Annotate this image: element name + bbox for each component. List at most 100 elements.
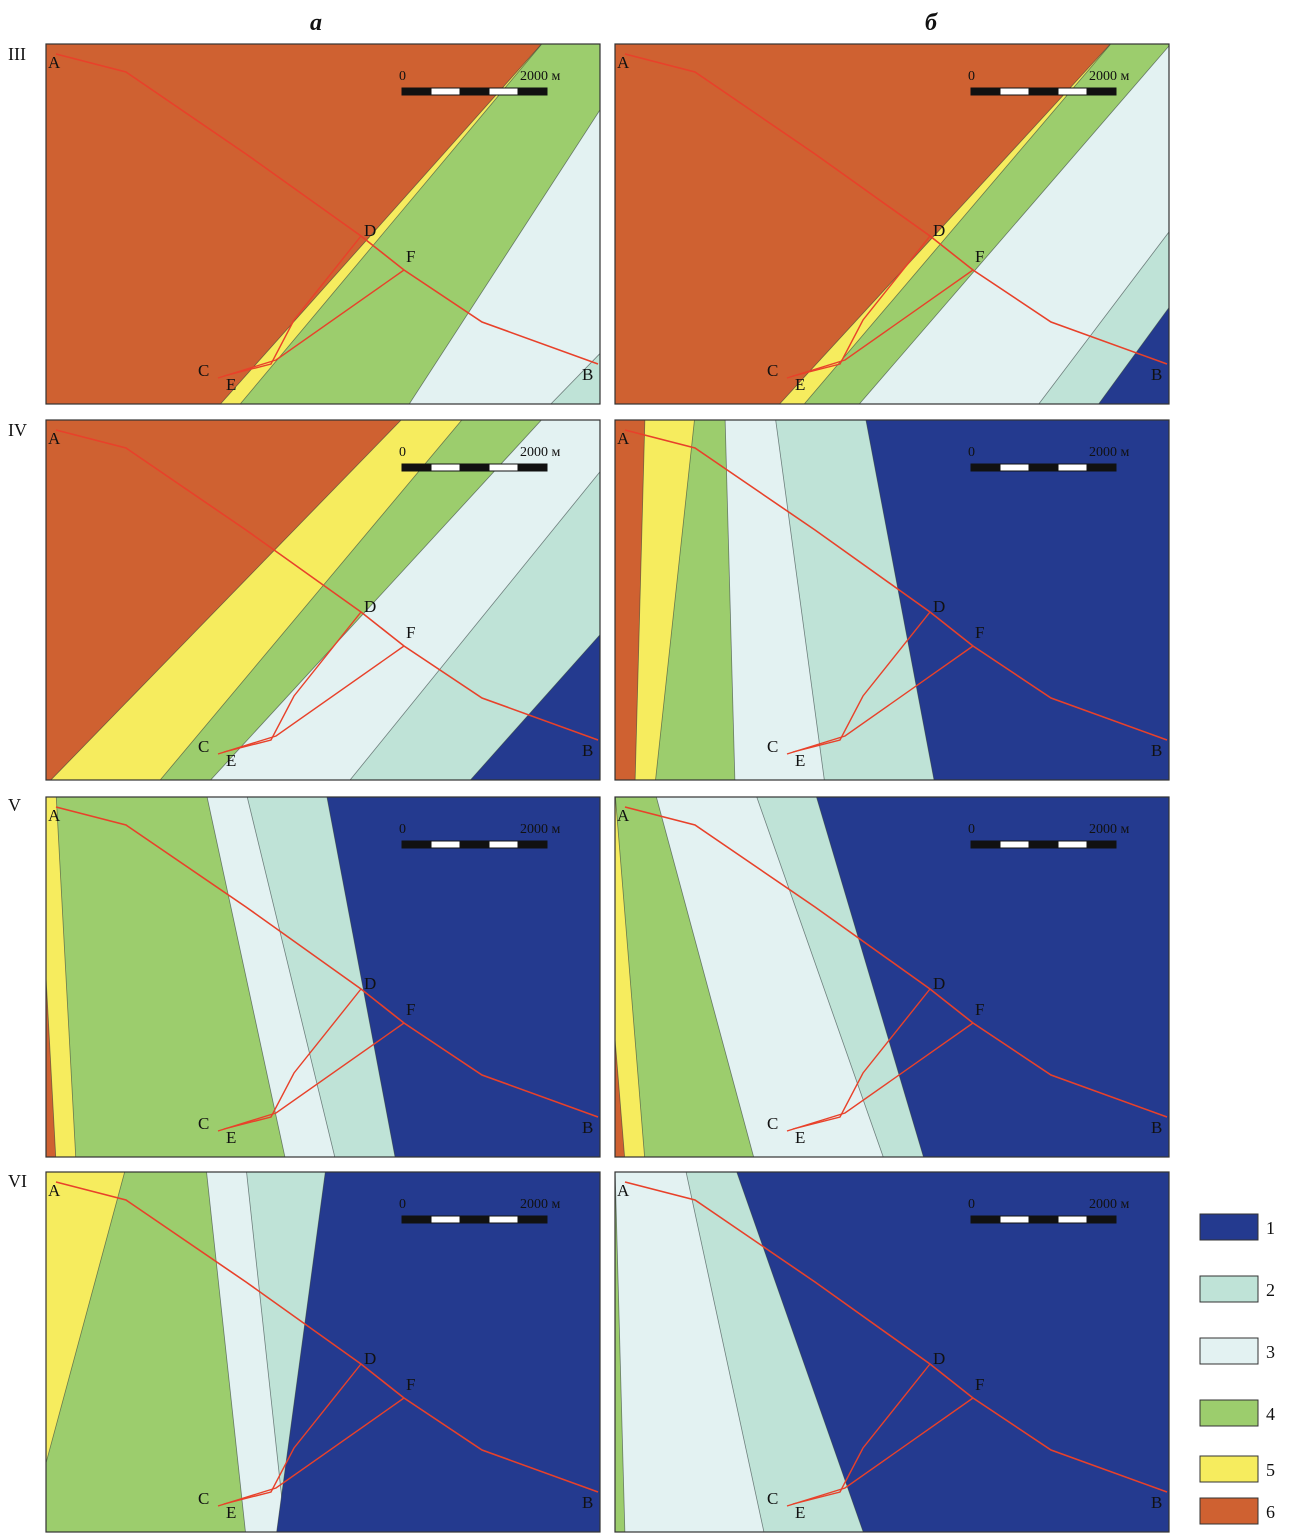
scale-bar: 0 2000 м: [399, 445, 561, 472]
point-label-d: D: [364, 974, 376, 993]
profile-line-cd: [223, 1363, 362, 1505]
point-label-f: F: [406, 247, 415, 266]
column-title-a: а: [310, 10, 322, 36]
panel-frame: [45, 1171, 601, 1533]
legend-label-4: 4: [1266, 1404, 1275, 1424]
profile-line-cd: [792, 988, 931, 1130]
point-label-b: B: [1151, 1493, 1162, 1512]
panel-frame: [45, 43, 601, 405]
point-label-e: E: [795, 1503, 805, 1522]
point-label-d: D: [364, 221, 376, 240]
scale-bar: 0 2000 м: [968, 445, 1130, 472]
unit-2-area: [349, 471, 600, 780]
map-panel-iv-a: A B C D E F 0 2000 м: [45, 419, 601, 781]
unit-1-area: [816, 797, 1169, 1157]
map-panel-v-a: A B C D E F 0 2000 м: [45, 796, 601, 1158]
point-label-c: C: [198, 737, 209, 756]
unit-1-area: [276, 1172, 600, 1532]
panel-frame: [614, 43, 1170, 405]
unit-1-area: [736, 1172, 1169, 1532]
scale-bar-start-label: 0: [968, 445, 975, 460]
scale-bar-start-label: 0: [968, 69, 975, 84]
legend-label-6: 6: [1266, 1502, 1275, 1522]
scale-bar-start-label: 0: [399, 69, 406, 84]
point-label-b: B: [1151, 365, 1162, 384]
point-label-f: F: [406, 1375, 415, 1394]
point-label-e: E: [795, 751, 805, 770]
legend-swatch-5: [1199, 1455, 1259, 1483]
point-label-b: B: [1151, 1118, 1162, 1137]
profile-line-cd: [223, 611, 362, 753]
unit-2-area: [550, 352, 600, 404]
point-label-a: A: [48, 1181, 61, 1200]
unit-3-area: [408, 109, 600, 404]
scale-bar-end-label: 2000 м: [1089, 69, 1130, 84]
point-label-a: A: [617, 53, 630, 72]
point-label-b: B: [1151, 741, 1162, 760]
scale-bar-start-label: 0: [399, 1197, 406, 1212]
scale-bar-end-label: 2000 м: [520, 1197, 561, 1212]
point-label-a: A: [48, 806, 61, 825]
profile-line-cd: [792, 235, 931, 377]
point-label-f: F: [406, 623, 415, 642]
point-label-c: C: [767, 737, 778, 756]
point-label-a: A: [617, 806, 630, 825]
legend-swatch-1: [1199, 1213, 1259, 1241]
profile-line-ef: [786, 1022, 974, 1132]
profile-line-ef: [786, 269, 974, 379]
legend-label-3: 3: [1266, 1342, 1275, 1362]
point-label-d: D: [933, 1349, 945, 1368]
scale-bar-start-label: 0: [968, 1197, 975, 1212]
point-label-c: C: [198, 1489, 209, 1508]
column-title-b: б: [925, 10, 938, 36]
panel-frame: [614, 1171, 1170, 1533]
scale-bar: 0 2000 м: [399, 69, 561, 96]
profile-line-ef: [786, 1397, 974, 1507]
point-label-d: D: [933, 221, 945, 240]
map-panel-v-b: A B C D E F 0 2000 м: [614, 796, 1170, 1158]
row-title-v: V: [8, 795, 21, 815]
point-label-e: E: [795, 375, 805, 394]
point-label-f: F: [975, 1000, 984, 1019]
point-label-f: F: [975, 247, 984, 266]
point-label-a: A: [617, 1181, 630, 1200]
unit-1-area: [326, 797, 600, 1157]
point-label-a: A: [48, 53, 61, 72]
map-panel-iv-b: A B C D E F 0 2000 м: [614, 419, 1170, 781]
panel-frame: [45, 419, 601, 781]
point-label-e: E: [226, 1128, 236, 1147]
point-label-c: C: [198, 361, 209, 380]
unit-1-area: [469, 634, 600, 780]
row-title-vi: VI: [8, 1171, 27, 1191]
legend-swatch-2: [1199, 1275, 1259, 1303]
unit-1-area: [1098, 306, 1169, 404]
unit-1-area: [865, 420, 1169, 780]
profile-line-ef: [217, 1022, 405, 1132]
profile-line-ef: [786, 645, 974, 755]
point-label-e: E: [226, 375, 236, 394]
scale-bar: 0 2000 м: [968, 69, 1130, 96]
point-label-d: D: [364, 1349, 376, 1368]
point-label-c: C: [198, 1114, 209, 1133]
unit-3-area: [858, 45, 1169, 404]
point-label-c: C: [767, 1114, 778, 1133]
panel-frame: [45, 796, 601, 1158]
point-label-b: B: [582, 1118, 593, 1137]
panel-frame: [614, 419, 1170, 781]
legend-swatch-3: [1199, 1337, 1259, 1365]
scale-bar: 0 2000 м: [968, 1197, 1130, 1224]
point-label-a: A: [48, 429, 61, 448]
point-label-a: A: [617, 429, 630, 448]
point-label-f: F: [975, 1375, 984, 1394]
point-label-c: C: [767, 361, 778, 380]
point-label-d: D: [933, 974, 945, 993]
point-label-e: E: [795, 1128, 805, 1147]
point-label-b: B: [582, 741, 593, 760]
scale-bar-end-label: 2000 м: [520, 445, 561, 460]
point-label-d: D: [364, 597, 376, 616]
row-title-iii: III: [8, 44, 26, 64]
profile-line-ef: [217, 1397, 405, 1507]
map-panel-iii-b: A B C D E F 0 2000 м: [614, 43, 1170, 405]
point-label-f: F: [406, 1000, 415, 1019]
